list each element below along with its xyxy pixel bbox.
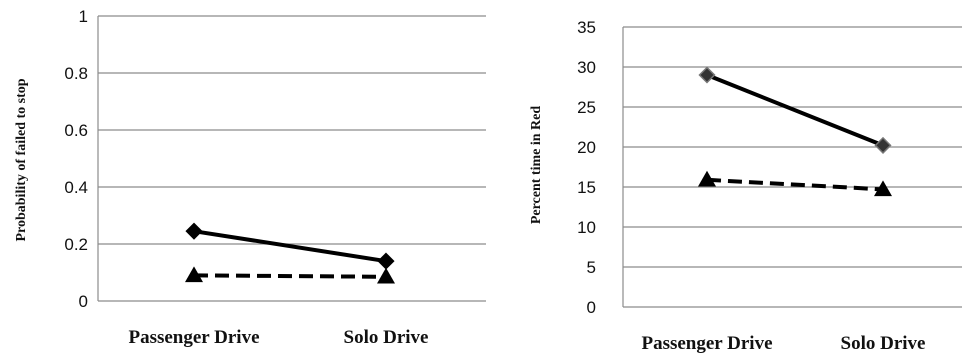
y-axis-title: Percent time in Red (529, 106, 544, 225)
y-tick-label: 20 (577, 138, 596, 157)
y-tick-label: 5 (587, 258, 596, 277)
y-tick-label: 25 (577, 98, 596, 117)
y-tick-label: 0.4 (64, 178, 88, 197)
series-line-diamond (706, 73, 884, 148)
y-tick-label: 15 (577, 178, 596, 197)
chart-probability-failed-to-stop: Probability of failed to stop 0 0.2 0.4 0.6… (14, 7, 486, 348)
y-tick-label: 0.2 (64, 235, 88, 254)
data-point-diamond (185, 222, 203, 240)
data-point-triangle (698, 170, 716, 187)
y-tick-label: 35 (577, 18, 596, 37)
x-category-label: Solo Drive (841, 333, 926, 354)
x-category-label: Solo Drive (344, 327, 429, 348)
y-tick-label: 0.8 (64, 64, 88, 83)
data-point-triangle (377, 267, 395, 284)
data-point-triangle (185, 266, 203, 283)
data-point-diamond (698, 66, 716, 84)
x-category-label: Passenger Drive (128, 327, 259, 348)
series-line-triangle (193, 273, 387, 279)
y-tick-label: 0 (587, 298, 596, 317)
data-point-diamond (377, 252, 395, 270)
y-tick-label: 30 (577, 58, 596, 77)
y-tick-label: 0.6 (64, 121, 88, 140)
series-line-triangle (706, 177, 884, 192)
x-category-label: Passenger Drive (641, 333, 772, 354)
y-tick-label: 1 (79, 7, 88, 26)
y-tick-label: 10 (577, 218, 596, 237)
data-point-diamond (874, 136, 892, 154)
y-axis-title: Probability of failed to stop (14, 78, 29, 241)
series-line-diamond (193, 229, 387, 264)
y-tick-label: 0 (79, 292, 88, 311)
chart-percent-time-in-red: Percent time in Red 0 5 10 15 20 25 30 35 Passen… (529, 18, 962, 354)
data-point-triangle (874, 180, 892, 197)
